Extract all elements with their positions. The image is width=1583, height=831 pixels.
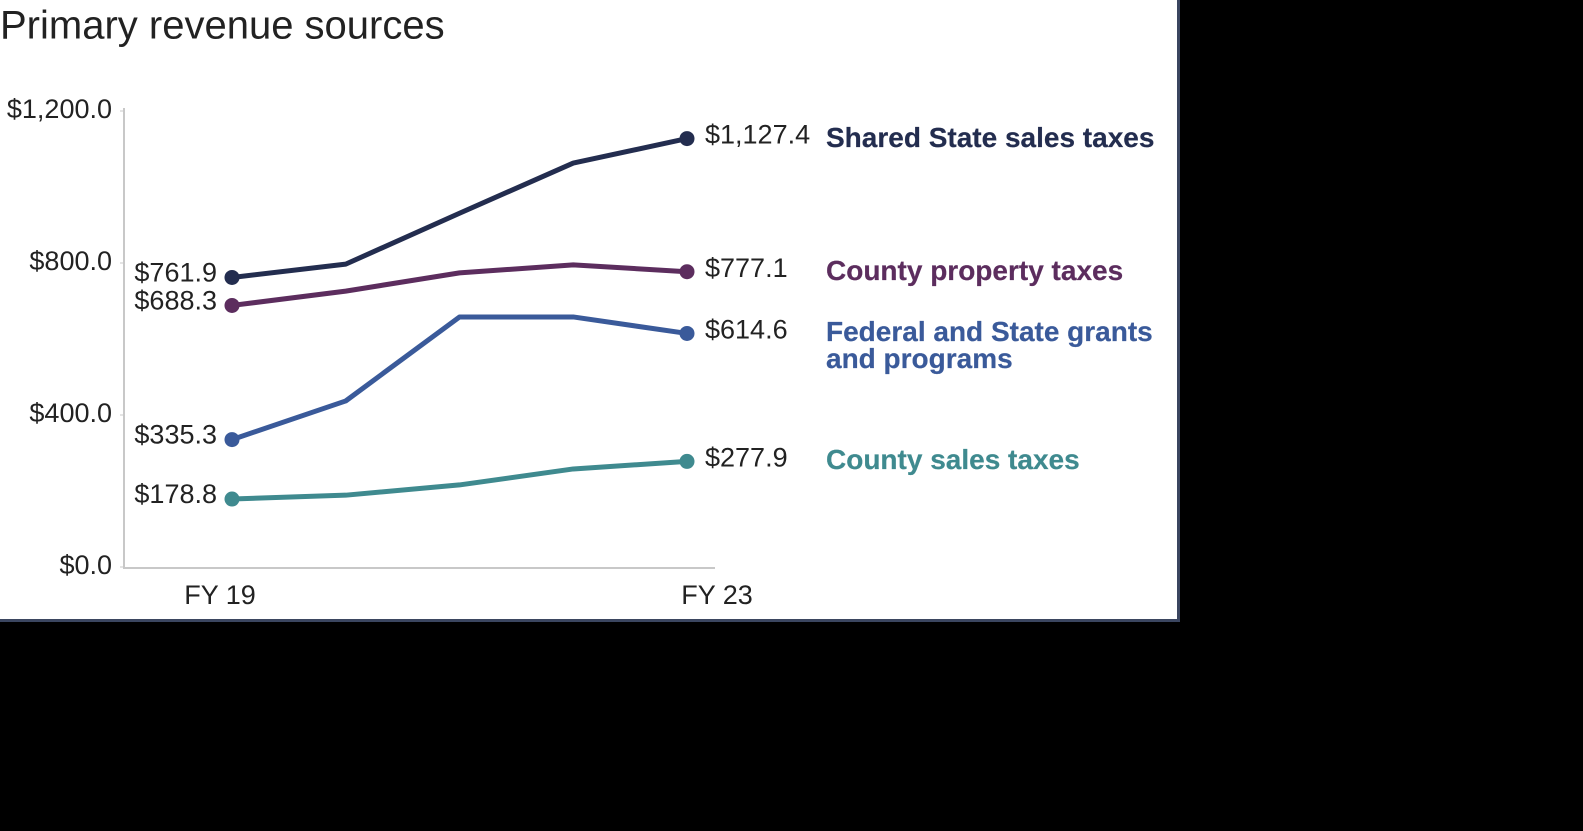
y-tick-label: $1,200.0 <box>7 94 112 124</box>
chart: Primary revenue sources $0.0 $400.0 $800.0… <box>0 4 810 611</box>
chart-title: Primary revenue sources <box>0 4 445 48</box>
y-tick-label: $0.0 <box>59 550 112 580</box>
data-point <box>679 131 695 147</box>
data-label: $178.8 <box>134 479 217 509</box>
series-line <box>231 262 688 308</box>
data-label: $335.3 <box>134 420 217 450</box>
data-point <box>224 491 240 507</box>
chart-panel <box>0 0 1180 622</box>
data-point <box>224 269 240 285</box>
data-label: $1,127.4 <box>705 120 810 150</box>
data-point <box>679 264 695 280</box>
legend-label: Shared State sales taxes <box>826 121 1155 153</box>
data-point <box>679 325 695 341</box>
legend-label: County property taxes <box>826 254 1124 286</box>
data-label: $614.6 <box>705 315 788 345</box>
data-label: $277.9 <box>705 443 788 473</box>
legend-label: County sales taxes <box>826 444 1080 476</box>
data-point <box>224 297 240 313</box>
series-line <box>231 458 688 502</box>
data-label: $688.3 <box>134 286 217 316</box>
x-tick-label: FY 19 <box>184 580 256 610</box>
x-tick-label: FY 23 <box>681 580 753 610</box>
y-tick-label: $400.0 <box>29 398 112 428</box>
data-point <box>679 453 695 469</box>
legend-label: Federal and State grants and programs <box>826 316 1153 375</box>
series-line <box>231 314 688 442</box>
data-label: $777.1 <box>705 253 788 283</box>
data-point <box>224 432 240 448</box>
data-label: $761.9 <box>134 258 217 288</box>
series-line <box>231 136 688 280</box>
y-tick-label: $800.0 <box>29 246 112 276</box>
